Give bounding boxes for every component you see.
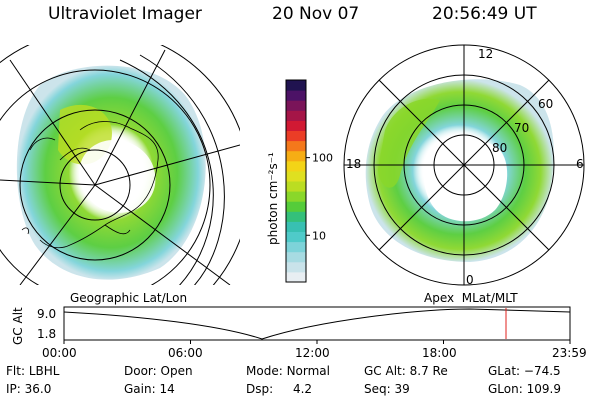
mlat-label-60: 60: [538, 97, 553, 111]
color-scale-swatch: [286, 241, 306, 253]
time-tick-0600: 06:00: [168, 346, 203, 360]
color-scale-swatch: [286, 130, 306, 142]
color-scale-tick-label: 100: [312, 152, 333, 165]
gc-alt-value: 8.7 Re: [409, 364, 448, 378]
date-label: 20 Nov 07: [272, 4, 360, 24]
seq-label: Seq:: [364, 382, 391, 396]
mlt-label-right: 6: [576, 157, 584, 171]
color-scale-swatch: [286, 271, 306, 283]
time-tick-2359: 23:59: [552, 346, 587, 360]
geo-edge-arc-2: [139, 54, 225, 285]
time-tick-1800: 18:00: [422, 346, 457, 360]
gc-alt-readout: GC Alt: 8.7 Re: [364, 364, 448, 378]
coastline: [39, 121, 159, 249]
color-scale-swatch: [286, 211, 306, 222]
color-scale-bar: [285, 79, 307, 283]
ip-label: IP:: [6, 382, 21, 396]
apex-polar-plot: 12 18 6 0 60 70 80: [343, 44, 585, 287]
geo-lat-circle-2: [19, 109, 171, 261]
coastline-2: [21, 137, 56, 235]
color-scale-ticks: 100 10: [306, 152, 333, 242]
geo-meridian-6: [0, 179, 96, 186]
glon-value: 109.9: [526, 382, 561, 396]
geo-meridian-2: [94, 49, 166, 186]
color-scale-swatch: [286, 90, 306, 101]
altitude-ytick-top: 9.0: [37, 307, 56, 321]
mlt-label-left: 18: [346, 157, 361, 171]
color-scale-tick-label: 10: [312, 229, 326, 242]
glat-label: GLat:: [488, 364, 521, 378]
color-scale-swatch: [286, 251, 306, 263]
color-scale-swatch: [286, 160, 306, 172]
door-value: Open: [160, 364, 193, 378]
mlat-label-80: 80: [492, 141, 507, 155]
ip-readout: IP: 36.0: [6, 382, 51, 396]
mode-label: Mode:: [246, 364, 283, 378]
color-scale-swatch: [286, 191, 306, 202]
geo-meridian-4: [94, 184, 231, 285]
mlat-label-70: 70: [514, 121, 529, 135]
dsp-value: 4.2: [292, 382, 313, 396]
door-readout: Door: Open: [124, 364, 193, 378]
gain-readout: Gain: 14: [124, 382, 175, 396]
mode-value: Normal: [286, 364, 330, 378]
color-scale-swatch: [286, 80, 306, 91]
polar-diagonal-2: [378, 79, 550, 251]
color-scale-label: photon cm⁻²s⁻¹: [266, 152, 280, 245]
filter-value: LBHL: [28, 364, 60, 378]
mlt-label-bottom: 0: [466, 273, 474, 287]
app-title: Ultraviolet Imager: [48, 4, 202, 24]
altitude-plot: GC Alt 9.0 1.8 00:00 06:00 12:00 18:00 2…: [11, 306, 587, 360]
altitude-curve: [63, 308, 571, 340]
altitude-ylabel: GC Alt: [11, 307, 25, 345]
gain-value: 14: [159, 382, 175, 396]
color-scale-frame: [285, 79, 307, 283]
mode-readout: Mode: Normal: [246, 364, 330, 378]
color-scale-swatch: [286, 140, 306, 152]
color-scale-swatch: [286, 110, 306, 121]
gc-alt-label: GC Alt:: [364, 364, 406, 378]
time-label: 20:56:49 UT: [432, 4, 537, 24]
apex-panel-label: Apex MLat/MLT: [424, 291, 518, 305]
color-scale-swatch: [286, 221, 306, 232]
geo-meridian-5: [19, 184, 96, 285]
ip-value: 36.0: [24, 382, 52, 396]
glon-readout: GLon: 109.9: [488, 382, 561, 396]
filter-readout: Flt: LBHL: [6, 364, 59, 378]
geo-edge-arc: [119, 59, 214, 285]
color-scale-swatch: [286, 100, 306, 111]
filter-label: Flt:: [6, 364, 25, 378]
geo-lat-circle-3: [0, 69, 211, 285]
door-label: Door:: [124, 364, 157, 378]
color-scale-swatch: [286, 261, 306, 273]
geo-meridian-1: [9, 59, 96, 186]
altitude-ytick-bottom: 1.8: [37, 327, 56, 341]
color-scale-swatch: [286, 150, 306, 162]
geographic-panel-label: Geographic Lat/Lon: [70, 291, 187, 305]
color-scale-swatch: [286, 181, 306, 192]
time-tick-0000: 00:00: [42, 346, 77, 360]
color-scale-swatch: [286, 170, 306, 182]
color-scale-swatch: [286, 201, 306, 212]
color-scale-swatch: [286, 231, 306, 243]
altitude-plot-frame: [63, 306, 571, 341]
dsp-label: Dsp:: [246, 382, 274, 396]
gain-label: Gain:: [124, 382, 156, 396]
auroral-hole-geo: [79, 139, 156, 213]
seq-readout: Seq: 39: [364, 382, 410, 396]
glat-readout: GLat: −74.5: [488, 364, 561, 378]
geo-lat-circle-1: [59, 149, 131, 221]
dsp-readout: Dsp: 4.2: [246, 382, 312, 396]
auroral-hole-apex: [423, 138, 508, 222]
time-tick-1200: 12:00: [295, 346, 330, 360]
mlt-label-top: 12: [478, 47, 493, 61]
glon-label: GLon:: [488, 382, 523, 396]
geo-meridian-3: [94, 144, 240, 186]
glat-value: −74.5: [523, 364, 561, 378]
geographic-map: [0, 45, 240, 285]
color-scale-swatch: [286, 120, 306, 131]
seq-value: 39: [394, 382, 410, 396]
